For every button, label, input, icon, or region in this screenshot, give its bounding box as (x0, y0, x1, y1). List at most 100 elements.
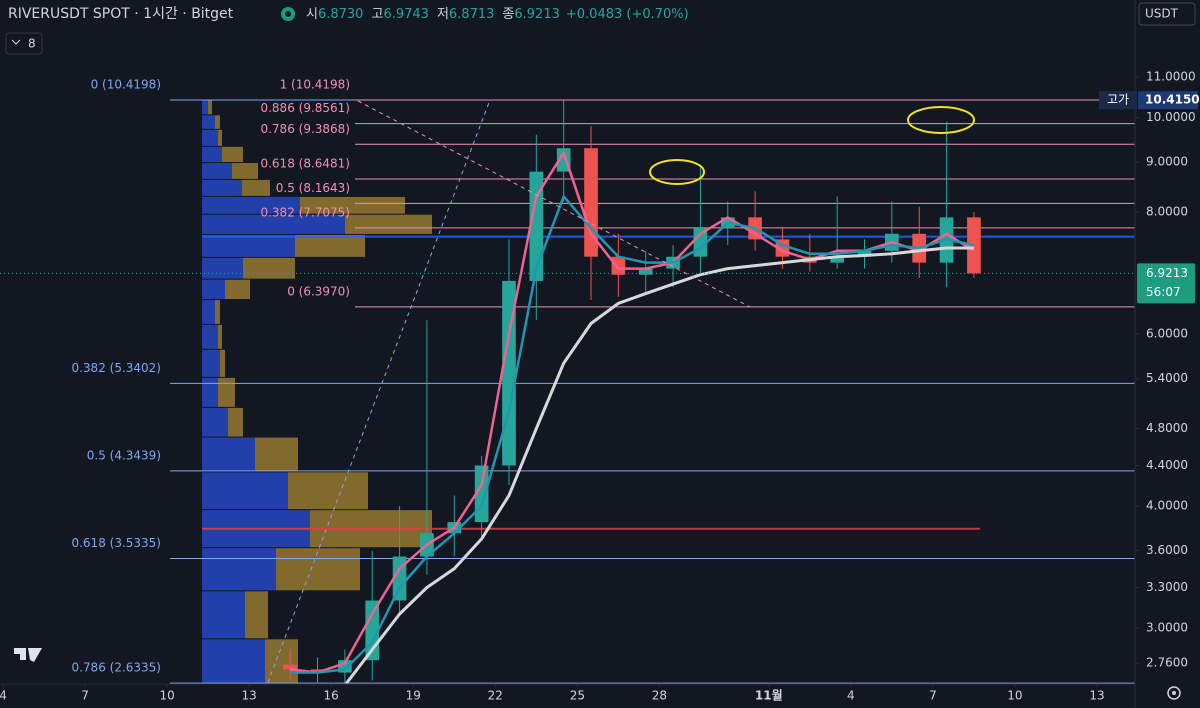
x-tick-label: 25 (570, 689, 585, 703)
y-tick-label: 9.0000 (1146, 155, 1188, 169)
volume-down (242, 179, 270, 196)
fib-label: 1 (10.4198) (280, 77, 350, 91)
volume-up (202, 129, 218, 146)
indicator-toggle[interactable] (5, 32, 43, 55)
highlight-ellipse (649, 159, 705, 185)
x-tick-label: 10 (1007, 689, 1022, 703)
volume-up (202, 163, 232, 179)
y-tick-label: 3.3000 (1146, 580, 1188, 594)
trend-line (357, 100, 751, 308)
settings-icon[interactable] (1167, 686, 1181, 700)
volume-down (215, 300, 220, 324)
y-tick-label: 4.0000 (1146, 498, 1188, 512)
ohlc-key: 시 (306, 7, 318, 22)
x-tick-label: 13 (1089, 689, 1104, 703)
y-tick-label: 4.8000 (1146, 421, 1188, 435)
volume-up (202, 99, 208, 115)
volume-up (202, 349, 220, 377)
moving-average (290, 195, 975, 674)
logo (14, 648, 42, 662)
candle-body (638, 268, 653, 275)
volume-down (295, 234, 365, 257)
volume-down (345, 214, 432, 234)
volume-up (202, 179, 242, 196)
ohlc-value: 6.8730 (318, 7, 364, 22)
ohlc: 시6.8730 고6.9743 저6.8713 종6.9213 +0.0483 (+0.… (306, 7, 689, 22)
fib-label: 0.382 (7.7075) (260, 205, 350, 219)
header: RIVERUSDT SPOT · 1시간 · Bitget (8, 6, 234, 22)
x-tick-label: 4 (847, 689, 855, 703)
volume-down (218, 324, 222, 349)
x-axis-strip (0, 684, 1200, 708)
volume-up (202, 591, 245, 639)
y-tick-label: 11.0000 (1146, 70, 1196, 84)
high-marker-value: 10.4150 (1145, 93, 1200, 107)
candle-body (830, 256, 845, 263)
y-tick-label: 5.4000 (1146, 371, 1188, 385)
fib-label: 0.786 (2.6335) (71, 661, 161, 675)
countdown: 56:07 (1146, 285, 1181, 299)
x-tick-label: 13 (242, 689, 257, 703)
fib-label: 0.786 (9.3868) (260, 122, 350, 136)
ohlc-value: 6.8713 (449, 7, 495, 22)
volume-up (202, 324, 218, 349)
volume-down (265, 639, 298, 690)
fib-label: 0 (10.4198) (91, 77, 161, 91)
settings-icon-center (1172, 691, 1176, 695)
volume-up (202, 377, 218, 407)
volume-down (243, 257, 295, 279)
volume-up (202, 548, 276, 591)
trend-line (264, 99, 491, 691)
currency-button[interactable] (1138, 2, 1196, 26)
y-tick-label: 4.4000 (1146, 458, 1188, 472)
ohlc-key: 종 (502, 7, 514, 22)
candle-body (310, 669, 325, 673)
volume-down (276, 548, 360, 591)
candle-body (283, 664, 298, 670)
x-tick-label: 10 (159, 689, 174, 703)
volume-up (202, 146, 222, 163)
symbol: RIVERUSDT SPOT · 1시간 · Bitget (8, 6, 234, 22)
volume-down (300, 196, 405, 214)
candle-body (529, 171, 544, 281)
volume-up (202, 196, 300, 214)
status-icon-dot (285, 11, 291, 17)
ohlc-key: 저 (437, 7, 449, 22)
fib-label: 0.5 (4.3439) (87, 448, 161, 462)
x-tick-label: 4 (0, 689, 7, 703)
y-tick-label: 8.0000 (1146, 205, 1188, 219)
x-tick-label: 7 (81, 689, 89, 703)
x-tick-label: 7 (929, 689, 937, 703)
y-tick-label: 2.7600 (1146, 656, 1188, 670)
volume-down (215, 115, 220, 129)
candle-body (857, 250, 872, 257)
fib-label: 0.382 (5.3402) (71, 361, 161, 375)
chevron (11, 39, 21, 45)
volume-down (218, 377, 235, 407)
y-tick-label: 10.0000 (1146, 110, 1196, 124)
volume-down (225, 279, 250, 300)
candle-body (967, 217, 981, 274)
fib-label: 0.886 (9.8561) (260, 101, 350, 115)
y-tick-label: 3.0000 (1146, 620, 1188, 634)
volume-up (202, 214, 345, 234)
y-tick-label: 3.6000 (1146, 543, 1188, 557)
currency[interactable]: USDT (1145, 7, 1179, 21)
fib-label: 0 (6.3970) (287, 284, 350, 298)
volume-down (220, 349, 225, 377)
volume-up (202, 472, 288, 510)
volume-up (202, 639, 265, 690)
x-tick-label: 22 (488, 689, 503, 703)
moving-average (343, 246, 974, 687)
candle-body (392, 556, 407, 601)
volume-up (202, 115, 215, 129)
last-price-box (1137, 263, 1195, 304)
axes: 11.0000 10.0000 9.0000 8.0000 6.0000 5.4000 4.… (0, 70, 1200, 703)
volume-down (222, 146, 243, 163)
x-tick-label: 11월 (755, 688, 783, 703)
x-tick-label: 28 (652, 689, 667, 703)
high-marker-label: 고가 (1107, 93, 1129, 107)
fib-label: 0.618 (8.6481) (260, 156, 350, 170)
volume-up (202, 437, 255, 472)
